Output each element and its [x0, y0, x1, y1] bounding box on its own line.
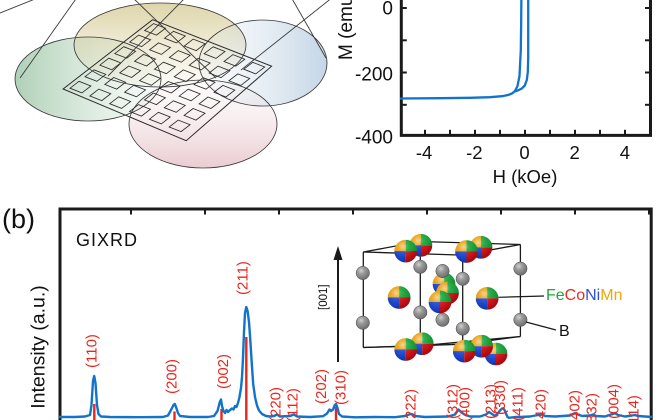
svg-text:(411): (411) [510, 387, 527, 420]
svg-text:2: 2 [570, 142, 580, 163]
svg-text:(b): (b) [2, 204, 35, 234]
svg-text:(310): (310) [333, 370, 350, 405]
svg-text:-400: -400 [355, 128, 393, 149]
svg-text:0: 0 [382, 0, 393, 20]
svg-text:(213): (213) [483, 384, 500, 419]
svg-text:(002): (002) [215, 354, 232, 389]
svg-text:(112): (112) [285, 388, 302, 420]
svg-text:(220): (220) [268, 387, 285, 420]
svg-text:(312): (312) [445, 384, 462, 419]
svg-text:GIXRD: GIXRD [76, 230, 138, 250]
svg-text:(400): (400) [457, 387, 474, 420]
svg-text:[001]: [001] [318, 284, 330, 310]
svg-text:4: 4 [620, 142, 630, 163]
svg-text:-200: -200 [355, 65, 393, 86]
svg-text:(114): (114) [626, 395, 643, 420]
svg-text:-4: -4 [416, 142, 432, 163]
svg-text:(200): (200) [164, 359, 181, 394]
svg-text:(211): (211) [235, 261, 252, 295]
svg-text:-2: -2 [466, 142, 482, 163]
svg-text:(004): (004) [606, 384, 623, 419]
svg-text:Intensity (a.u.): Intensity (a.u.) [28, 285, 50, 409]
svg-text:0: 0 [519, 142, 529, 163]
svg-text:(332): (332) [584, 393, 601, 420]
svg-text:M (emu/cm³): M (emu/cm³) [336, 0, 357, 60]
svg-text:(202): (202) [313, 369, 330, 404]
svg-text:B: B [559, 323, 570, 340]
svg-text:H (kOe): H (kOe) [493, 166, 558, 187]
svg-text:FeCoNiMn: FeCoNiMn [546, 287, 622, 304]
svg-text:(402): (402) [567, 390, 584, 420]
svg-text:(330): (330) [492, 380, 509, 415]
svg-text:(420): (420) [533, 389, 550, 420]
svg-text:(222): (222) [403, 389, 420, 420]
svg-text:(110): (110) [84, 334, 101, 368]
